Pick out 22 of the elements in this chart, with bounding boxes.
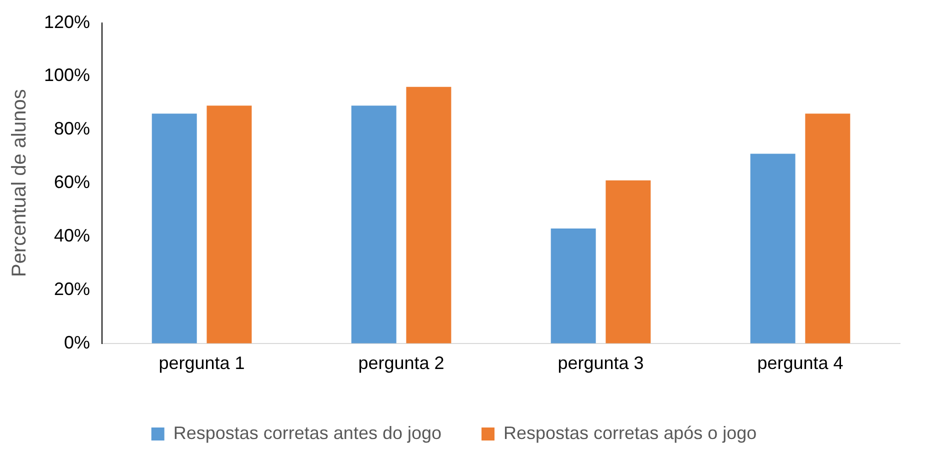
x-tick-label: pergunta 1: [158, 353, 245, 374]
y-tick-label: 80%: [54, 118, 90, 139]
y-tick-label: 100%: [44, 65, 90, 86]
bar: [406, 86, 452, 344]
bar: [750, 154, 796, 344]
legend-label: Respostas corretas antes do jogo: [173, 422, 442, 443]
x-tick-label: pergunta 3: [558, 353, 644, 374]
y-tick-label: 0%: [64, 332, 90, 352]
bar: [351, 106, 396, 344]
y-tick-label: 40%: [54, 226, 90, 246]
y-tick-label: 60%: [54, 172, 90, 192]
y-axis-title: Percentual de alunos: [8, 89, 31, 278]
bar: [152, 114, 197, 344]
bar: [206, 106, 252, 344]
bar: [550, 228, 596, 344]
bar: [805, 114, 850, 344]
x-tick-label: pergunta 2: [358, 353, 444, 374]
y-tick-label: 120%: [44, 12, 90, 32]
y-tick-label: 20%: [54, 278, 90, 299]
bar: [606, 180, 651, 344]
x-tick-label: pergunta 4: [757, 353, 844, 374]
legend-label: Respostas corretas após o jogo: [504, 422, 757, 443]
